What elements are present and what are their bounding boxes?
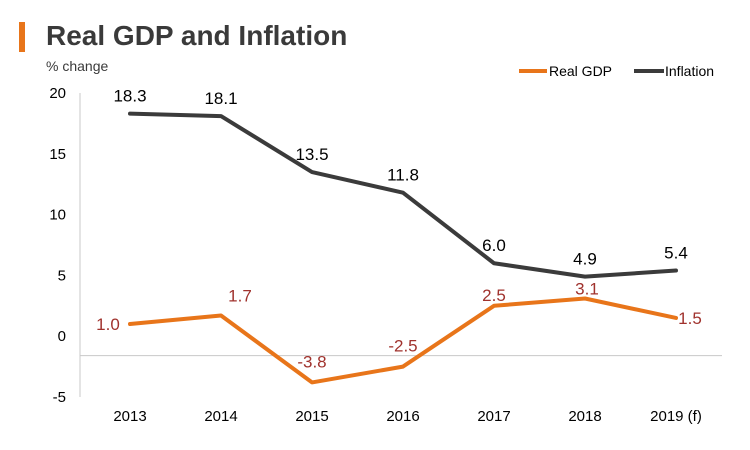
inflation-data-label: 11.8 — [387, 166, 419, 185]
x-tick-label: 2016 — [386, 408, 419, 425]
x-tick-label: 2019 (f) — [650, 408, 702, 425]
real-gdp-data-label: 1.7 — [228, 287, 252, 306]
x-tick-label: 2017 — [477, 408, 510, 425]
real-gdp-data-label: 1.5 — [678, 309, 702, 328]
x-tick-label: 2014 — [204, 408, 237, 425]
y-tick-label: 15 — [49, 146, 66, 163]
legend-label-real-gdp: Real GDP — [549, 63, 612, 79]
real-gdp-data-label: 1.0 — [96, 315, 120, 334]
x-tick-label: 2018 — [568, 408, 601, 425]
y-tick-label: -5 — [53, 389, 66, 406]
real-gdp-data-label: -3.8 — [297, 352, 326, 371]
inflation-data-label: 4.9 — [573, 250, 597, 269]
x-tick-label: 2015 — [295, 408, 328, 425]
y-tick-label: 0 — [58, 328, 66, 345]
y-tick-label: 20 — [49, 85, 66, 102]
inflation-data-label: 13.5 — [295, 145, 328, 164]
chart-subtitle: % change — [46, 58, 109, 74]
real-gdp-line — [128, 296, 678, 385]
real-gdp-data-label: 3.1 — [575, 280, 599, 299]
legend-label-inflation: Inflation — [665, 63, 714, 79]
inflation-data-label: 18.3 — [113, 87, 146, 106]
inflation-data-label: 6.0 — [482, 236, 506, 255]
title-accent-bar — [19, 22, 25, 52]
real-gdp-data-label: -2.5 — [388, 337, 417, 356]
y-tick-label: 10 — [49, 207, 66, 224]
inflation-line — [128, 111, 678, 279]
inflation-data-label: 5.4 — [664, 244, 688, 263]
y-tick-label: 5 — [58, 267, 66, 284]
real-gdp-data-label: 2.5 — [482, 286, 506, 305]
chart-title: Real GDP and Inflation — [46, 20, 348, 51]
x-tick-label: 2013 — [113, 408, 146, 425]
inflation-data-label: 18.1 — [204, 89, 237, 108]
